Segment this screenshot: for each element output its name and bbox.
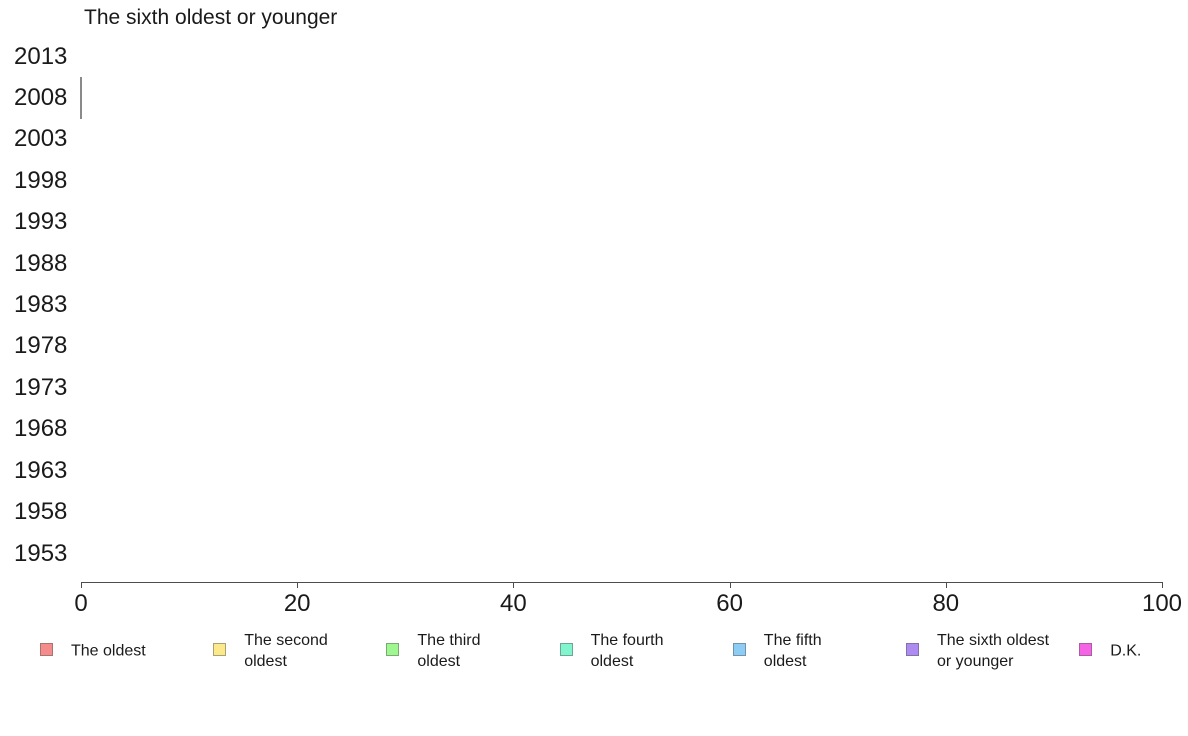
legend-item-the-second-oldest[interactable]: The second oldest <box>213 630 373 672</box>
x-axis-label: 40 <box>500 590 527 617</box>
x-axis-label: 60 <box>716 590 743 617</box>
chart-title: The sixth oldest or younger <box>84 6 338 29</box>
legend-swatch-the-oldest <box>40 643 53 656</box>
y-axis-label: 1973 <box>14 373 68 401</box>
x-axis-label: 20 <box>283 590 311 617</box>
y-axis-label: 1968 <box>14 415 68 443</box>
x-axis-tick <box>1162 582 1163 588</box>
legend-swatch-the-fifth-oldest <box>732 643 746 656</box>
legend-label-line: oldest <box>244 652 287 670</box>
x-axis-label: 0 <box>74 590 88 617</box>
y-axis-label: 1988 <box>14 249 68 277</box>
legend-label: The fourth oldest <box>591 630 664 672</box>
legend-label: The oldest <box>71 640 146 661</box>
legend-label: The second oldest <box>244 630 328 672</box>
x-axis-label: 80 <box>932 590 960 617</box>
legend-label-line: oldest <box>763 652 807 670</box>
legend-item-the-sixth-oldest-or-younger[interactable]: The sixth oldest or younger <box>906 630 1066 672</box>
legend-item-the-fourth-oldest[interactable]: The fourth oldest <box>559 630 720 672</box>
y-axis-label: 1993 <box>14 208 68 236</box>
legend-label-line: The second <box>244 631 328 649</box>
legend-label: The fifth oldest <box>764 630 822 672</box>
y-axis-label: 1983 <box>14 291 68 319</box>
y-axis-label: 2003 <box>14 125 68 153</box>
x-axis-tick <box>513 582 515 588</box>
legend-item-the-oldest[interactable]: The oldest <box>40 630 200 672</box>
legend-label: D.K. <box>1110 640 1141 661</box>
legend-label-line: oldest <box>590 652 634 670</box>
legend-label: The third oldest <box>417 630 480 672</box>
legend-item-the-third-oldest[interactable]: The third oldest <box>386 630 546 672</box>
legend-swatch-the-second-oldest <box>213 643 227 656</box>
legend-item-dk[interactable]: D.K. <box>1079 630 1188 672</box>
y-axis-label: 2013 <box>14 42 68 70</box>
zero-value-bar-2008 <box>80 76 82 119</box>
legend-label-line: oldest <box>417 652 461 670</box>
y-axis-label: 2008 <box>14 83 68 111</box>
legend-label: The sixth oldest or younger <box>937 630 1049 672</box>
y-axis-label: 1978 <box>14 332 68 360</box>
legend-item-the-fifth-oldest[interactable]: The fifth oldest <box>732 630 893 672</box>
legend-swatch-dk <box>1079 643 1093 656</box>
legend-swatch-the-fourth-oldest <box>559 643 573 656</box>
x-axis-label: 100 <box>1141 590 1183 617</box>
legend-swatch-the-sixth-oldest-or-younger <box>906 643 919 656</box>
x-axis-tick <box>81 582 82 588</box>
x-axis-tick <box>729 582 731 588</box>
x-axis-tick <box>945 582 947 588</box>
y-axis-label: 1998 <box>14 166 68 194</box>
y-axis-label: 1953 <box>14 539 68 567</box>
legend-swatch-the-third-oldest <box>386 643 400 656</box>
legend-label-line: The fifth <box>763 631 822 649</box>
legend-label-line: or younger <box>937 652 1014 670</box>
x-axis-line <box>81 582 1162 583</box>
y-axis-label: 1963 <box>14 456 68 484</box>
x-axis-tick <box>297 582 299 588</box>
legend-label-line: D.K. <box>1110 642 1142 659</box>
legend-label-line: The sixth oldest <box>937 631 1050 649</box>
y-axis-label: 1958 <box>14 498 68 526</box>
legend-label-line: The fourth <box>590 631 664 649</box>
legend-label-line: The oldest <box>71 642 146 659</box>
legend-label-line: The third <box>417 631 481 649</box>
